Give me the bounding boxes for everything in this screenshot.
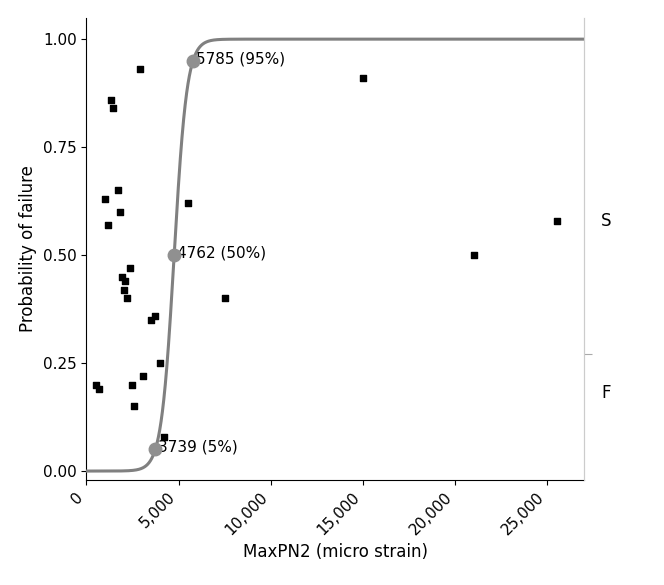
- Point: [94, 384, 104, 394]
- Point: [108, 104, 118, 113]
- Point: [155, 359, 165, 368]
- Point: [126, 380, 137, 390]
- Point: [183, 198, 193, 208]
- Point: [468, 250, 479, 260]
- Point: [159, 432, 169, 441]
- Point: [122, 294, 132, 303]
- Point: [149, 311, 160, 320]
- Point: [137, 371, 148, 381]
- Text: 5785 (95%): 5785 (95%): [196, 51, 285, 66]
- Text: 3739 (5%): 3739 (5%): [158, 440, 238, 455]
- Point: [119, 285, 129, 294]
- Y-axis label: Probability of failure: Probability of failure: [19, 165, 37, 332]
- Point: [120, 276, 130, 285]
- Point: [112, 185, 123, 195]
- Point: [551, 216, 562, 225]
- Point: [90, 380, 101, 390]
- Point: [100, 194, 110, 204]
- Point: [219, 294, 230, 303]
- Point: [115, 207, 125, 216]
- Point: [358, 73, 369, 82]
- Point: [129, 401, 139, 411]
- Text: F: F: [601, 384, 610, 402]
- Point: [135, 65, 145, 74]
- Point: [124, 263, 135, 273]
- Point: [117, 272, 127, 281]
- Point: [145, 315, 156, 325]
- Text: S: S: [601, 212, 612, 229]
- Point: [106, 95, 117, 104]
- Text: 4762 (50%): 4762 (50%): [177, 246, 266, 260]
- Point: [103, 220, 114, 229]
- X-axis label: MaxPN2 (micro strain): MaxPN2 (micro strain): [243, 543, 428, 561]
